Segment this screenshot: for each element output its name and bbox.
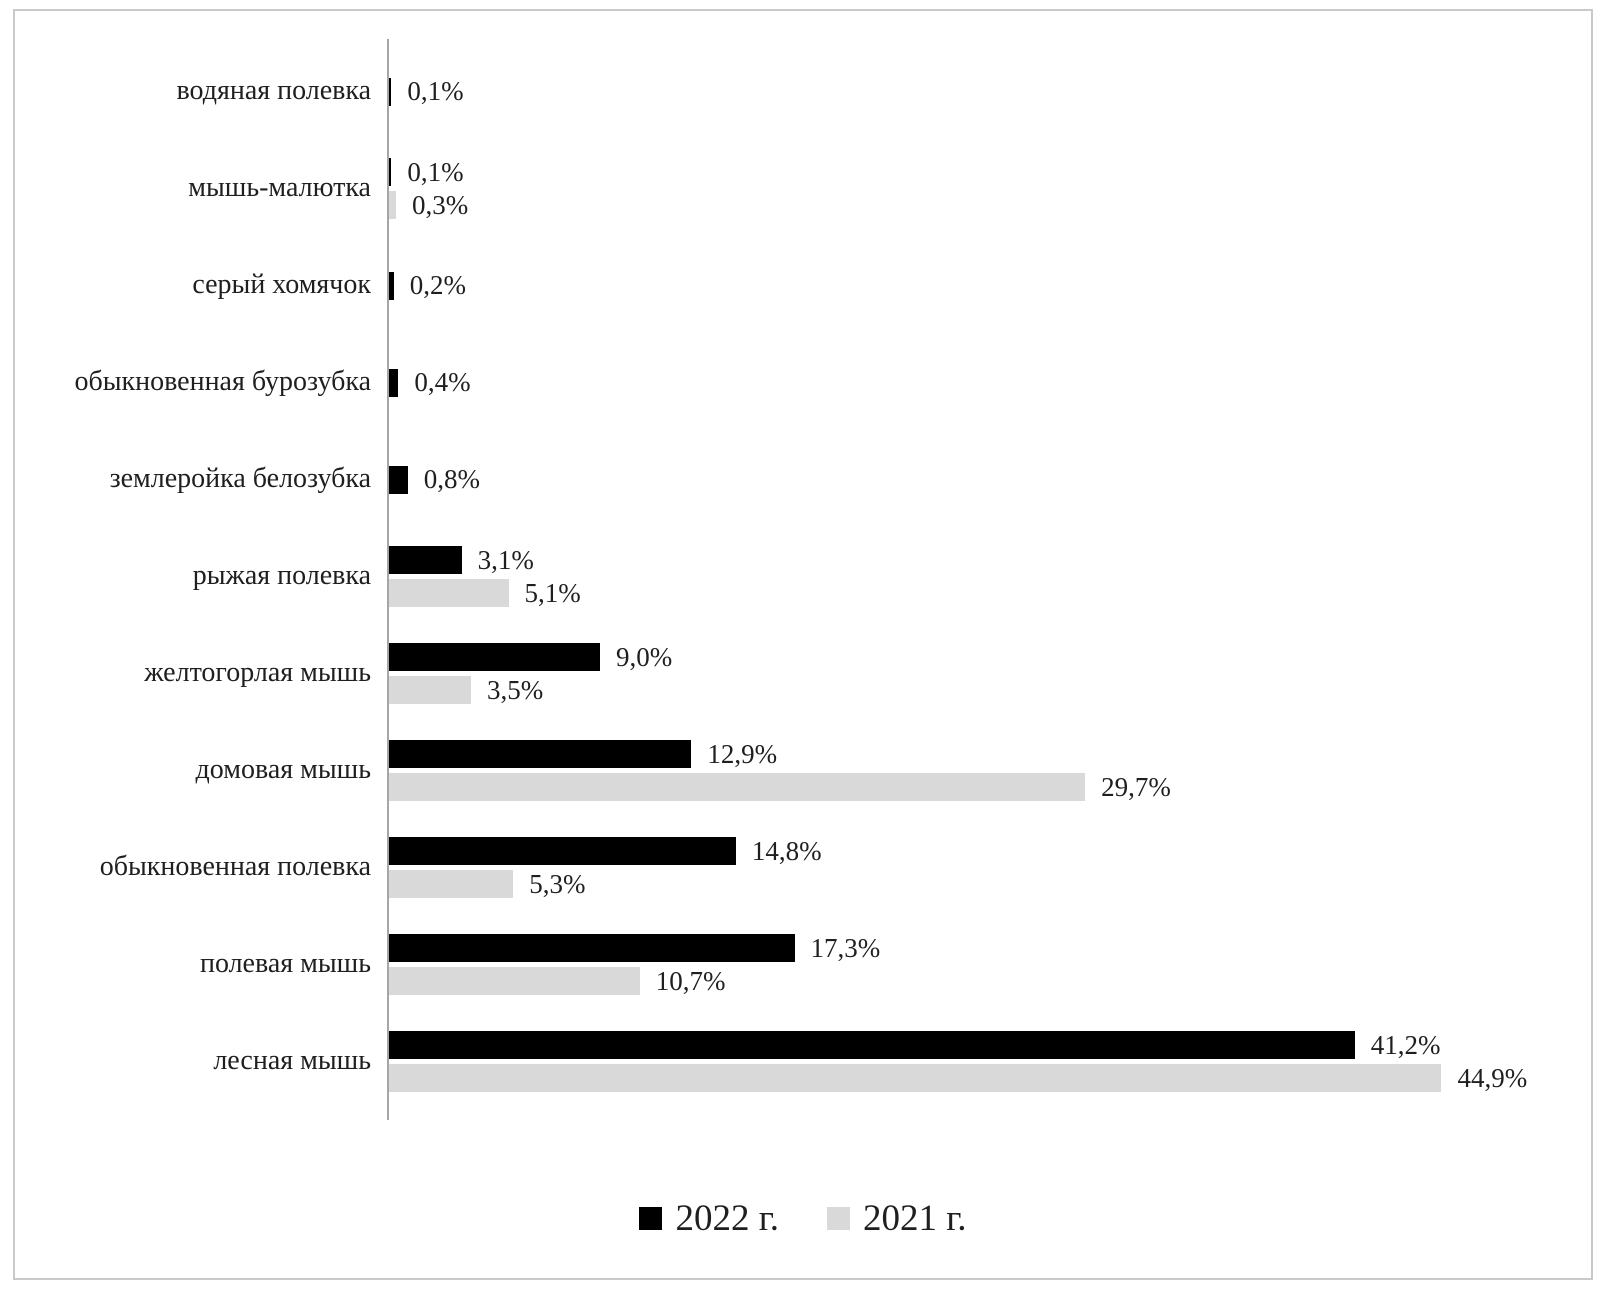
bar-2021 bbox=[389, 579, 509, 607]
category-label: мышь-малютка bbox=[188, 172, 371, 204]
bar-line: 5,3% bbox=[389, 868, 1561, 899]
bar-line: 0,3% bbox=[389, 189, 1561, 220]
value-label: 3,1% bbox=[477, 544, 534, 575]
bar-line: 0,1% bbox=[389, 76, 1561, 106]
value-label: 29,7% bbox=[1101, 771, 1171, 802]
bar-group: 14,8% 5,3% bbox=[387, 835, 1561, 899]
category-row: домовая мышь 12,9% 29,7% bbox=[15, 722, 1561, 819]
value-label: 5,1% bbox=[524, 577, 581, 608]
category-label: лесная мышь bbox=[213, 1045, 371, 1077]
bar-2022 bbox=[389, 271, 394, 300]
bar-line: 0,1% bbox=[389, 156, 1561, 187]
category-row: обыкновенная бурозубка 0,4% bbox=[15, 334, 1561, 431]
bar-line: 3,5% bbox=[389, 674, 1561, 705]
bar-2021 bbox=[389, 870, 514, 898]
bar-line: 0,4% bbox=[389, 367, 1561, 397]
bar-2022 bbox=[389, 546, 462, 574]
bar-group: 0,8% bbox=[387, 464, 1561, 494]
bar-2022 bbox=[389, 934, 795, 962]
bar-group: 3,1% 5,1% bbox=[387, 544, 1561, 608]
bar-2021 bbox=[389, 1064, 1442, 1092]
value-label: 0,3% bbox=[412, 189, 469, 220]
category-label: землеройка белозубка bbox=[109, 463, 371, 495]
bar-2021 bbox=[389, 676, 472, 704]
value-label: 0,4% bbox=[414, 367, 471, 397]
bar-group: 0,1% 0,3% bbox=[387, 156, 1561, 220]
bar-chart: водяная полевка 0,1% мышь-малютка 0,1% 0,3% с… bbox=[15, 11, 1591, 1278]
value-label: 44,9% bbox=[1457, 1062, 1528, 1093]
bar-2022 bbox=[389, 465, 408, 494]
value-label: 9,0% bbox=[615, 641, 673, 672]
category-label: рыжая полевка bbox=[192, 560, 371, 592]
bar-line: 41,2% bbox=[389, 1029, 1561, 1060]
value-label: 14,8% bbox=[751, 835, 822, 866]
legend: 2022 г. 2021 г. bbox=[15, 1197, 1591, 1240]
category-label: домовая мышь bbox=[195, 754, 371, 786]
value-label: 10,7% bbox=[655, 965, 726, 996]
category-row: рыжая полевка 3,1% 5,1% bbox=[15, 528, 1561, 625]
category-label: обыкновенная бурозубка bbox=[74, 366, 371, 398]
bar-line: 44,9% bbox=[389, 1062, 1561, 1093]
bar-2021 bbox=[389, 773, 1086, 801]
bar-2022 bbox=[389, 158, 392, 186]
chart-frame: водяная полевка 0,1% мышь-малютка 0,1% 0,3% с… bbox=[13, 9, 1593, 1280]
bar-2022 bbox=[389, 368, 399, 397]
bar-group: 0,4% bbox=[387, 367, 1561, 397]
value-label: 12,9% bbox=[707, 738, 778, 769]
bar-group: 9,0% 3,5% bbox=[387, 641, 1561, 705]
bar-2022 bbox=[389, 77, 392, 106]
value-label: 0,8% bbox=[423, 464, 480, 494]
bar-line: 12,9% bbox=[389, 738, 1561, 769]
category-row: обыкновенная полевка 14,8% 5,3% bbox=[15, 819, 1561, 916]
bar-2022 bbox=[389, 643, 600, 671]
bar-2022 bbox=[389, 1031, 1355, 1059]
bar-line: 29,7% bbox=[389, 771, 1561, 802]
category-row: мышь-малютка 0,1% 0,3% bbox=[15, 140, 1561, 237]
bar-2022 bbox=[389, 740, 692, 768]
bar-2021 bbox=[389, 191, 397, 219]
bar-line: 14,8% bbox=[389, 835, 1561, 866]
category-label: водяная полевка bbox=[176, 75, 371, 107]
bar-line: 9,0% bbox=[389, 641, 1561, 672]
bar-line: 17,3% bbox=[389, 932, 1561, 963]
legend-label-2021: 2021 г. bbox=[863, 1198, 967, 1239]
value-label: 41,2% bbox=[1370, 1029, 1441, 1060]
legend-label-2022: 2022 г. bbox=[675, 1198, 779, 1239]
legend-swatch-2021-icon bbox=[827, 1207, 850, 1230]
value-label: 5,3% bbox=[529, 868, 586, 899]
bar-group: 12,9% 29,7% bbox=[387, 738, 1561, 802]
value-label: 0,1% bbox=[407, 76, 464, 106]
bar-2021 bbox=[389, 967, 640, 995]
category-label: желтогорлая мышь bbox=[144, 657, 371, 689]
value-label: 3,5% bbox=[487, 674, 544, 705]
value-label: 0,1% bbox=[407, 156, 464, 187]
category-row: желтогорлая мышь 9,0% 3,5% bbox=[15, 625, 1561, 722]
bar-line: 3,1% bbox=[389, 544, 1561, 575]
bar-group: 0,1% bbox=[387, 76, 1561, 106]
bar-2022 bbox=[389, 837, 736, 865]
category-label: серый хомячок bbox=[192, 269, 371, 301]
bar-group: 17,3% 10,7% bbox=[387, 932, 1561, 996]
bar-line: 0,2% bbox=[389, 270, 1561, 300]
bar-group: 0,2% bbox=[387, 270, 1561, 300]
legend-swatch-2022-icon bbox=[639, 1207, 663, 1230]
category-row: водяная полевка 0,1% bbox=[15, 43, 1561, 140]
bar-line: 10,7% bbox=[389, 965, 1561, 996]
value-label: 0,2% bbox=[409, 270, 466, 300]
y-axis-line bbox=[387, 39, 389, 1120]
legend-item-2022: 2022 г. bbox=[639, 1197, 779, 1240]
category-row: землеройка белозубка 0,8% bbox=[15, 431, 1561, 528]
bar-line: 0,8% bbox=[389, 464, 1561, 494]
bar-line: 5,1% bbox=[389, 577, 1561, 608]
category-row: полевая мышь 17,3% 10,7% bbox=[15, 916, 1561, 1013]
category-label: полевая мышь bbox=[199, 948, 371, 980]
legend-item-2021: 2021 г. bbox=[827, 1197, 967, 1240]
bar-group: 41,2% 44,9% bbox=[387, 1029, 1561, 1093]
category-row: серый хомячок 0,2% bbox=[15, 237, 1561, 334]
rows: водяная полевка 0,1% мышь-малютка 0,1% 0,3% с… bbox=[15, 39, 1561, 1120]
category-row: лесная мышь 41,2% 44,9% bbox=[15, 1013, 1561, 1110]
category-label: обыкновенная полевка bbox=[99, 851, 371, 883]
value-label: 17,3% bbox=[810, 932, 881, 963]
